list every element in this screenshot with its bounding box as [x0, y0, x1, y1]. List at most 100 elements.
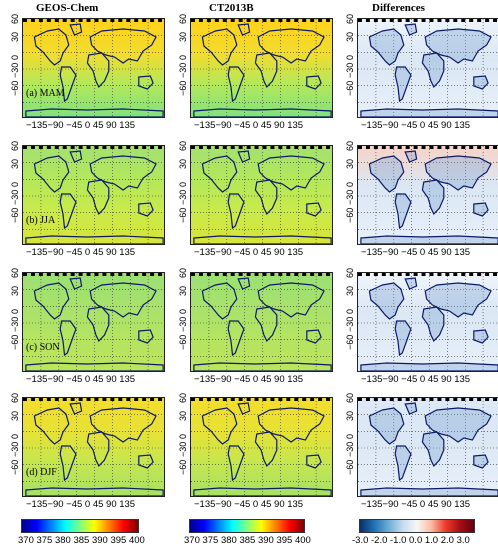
y-tick-label: 60 — [178, 140, 188, 151]
y-tick-label: 30 — [345, 410, 355, 421]
y-tick-label: 0 — [345, 433, 355, 439]
y-tick-label: −60 — [10, 334, 20, 350]
y-tick-label: 30 — [10, 285, 20, 296]
y-tick-label: 60 — [10, 13, 20, 24]
x-tick-labels: −135−90 −45 0 45 90 135 — [26, 499, 136, 510]
row-label-1: (b) JJA — [26, 215, 56, 226]
colorbar-differences — [359, 519, 475, 533]
y-tick-label: 30 — [10, 31, 20, 42]
y-tick-label: 0 — [345, 181, 355, 187]
y-tick-label: −30 — [345, 189, 355, 205]
x-tick-labels: −135−90 −45 0 45 90 135 — [194, 247, 304, 258]
map-panel-r0-c2 — [357, 18, 498, 118]
y-tick-label: −30 — [345, 62, 355, 78]
world-map-icon — [358, 19, 498, 117]
y-tick-label: −30 — [10, 316, 20, 332]
y-tick-label: −60 — [345, 334, 355, 350]
y-tick-label: 60 — [345, 13, 355, 24]
x-tick-labels: −135−90 −45 0 45 90 135 — [26, 120, 136, 131]
colorbar-ticks-2: 370 375 380 385 390 395 400 — [184, 535, 311, 546]
world-map-icon — [358, 146, 498, 244]
y-tick-label: 30 — [345, 158, 355, 169]
y-tick-label: −60 — [10, 459, 20, 475]
y-tick-label: −60 — [345, 207, 355, 223]
world-map-icon — [191, 398, 332, 496]
y-tick-label: 30 — [178, 158, 188, 169]
map-panel-r2-c1 — [190, 272, 333, 372]
y-tick-label: 0 — [178, 308, 188, 314]
y-tick-label: 30 — [345, 285, 355, 296]
colorbar-concentration-1 — [21, 519, 139, 533]
y-tick-label: 60 — [178, 267, 188, 278]
y-tick-label: 0 — [178, 181, 188, 187]
y-tick-label: 30 — [10, 410, 20, 421]
y-tick-label: −60 — [10, 207, 20, 223]
column-title-geos-chem: GEOS-Chem — [36, 2, 99, 14]
y-tick-label: 60 — [345, 392, 355, 403]
y-tick-label: 60 — [345, 267, 355, 278]
y-tick-label: 30 — [178, 285, 188, 296]
world-map-icon — [23, 146, 164, 244]
y-tick-label: 0 — [178, 433, 188, 439]
map-panel-r3-c0 — [22, 397, 165, 497]
world-map-icon — [23, 398, 164, 496]
y-tick-label: 60 — [178, 13, 188, 24]
map-panel-r2-c0 — [22, 272, 165, 372]
y-tick-label: 0 — [178, 54, 188, 60]
y-tick-label: −60 — [178, 334, 188, 350]
x-tick-labels: −135−90 −45 0 45 90 135 — [361, 374, 471, 385]
y-tick-label: −60 — [10, 80, 20, 96]
y-tick-label: 30 — [10, 158, 20, 169]
y-tick-label: −60 — [178, 80, 188, 96]
colorbar-ticks-1: 370 375 380 385 390 395 400 — [18, 535, 145, 546]
y-tick-label: 30 — [178, 31, 188, 42]
map-panel-r3-c2 — [357, 397, 498, 497]
world-map-icon — [23, 19, 164, 117]
x-tick-labels: −135−90 −45 0 45 90 135 — [194, 120, 304, 131]
y-tick-label: −60 — [345, 80, 355, 96]
y-tick-label: −30 — [10, 441, 20, 457]
row-label-2: (c) SON — [26, 342, 60, 353]
y-tick-label: 60 — [345, 140, 355, 151]
y-tick-label: −30 — [10, 189, 20, 205]
map-panel-r2-c2 — [357, 272, 498, 372]
x-tick-labels: −135−90 −45 0 45 90 135 — [361, 120, 471, 131]
x-tick-labels: −135−90 −45 0 45 90 135 — [26, 374, 136, 385]
map-panel-r0-c0 — [22, 18, 165, 118]
map-panel-r1-c2 — [357, 145, 498, 245]
y-tick-label: −30 — [178, 316, 188, 332]
world-map-icon — [358, 398, 498, 496]
world-map-icon — [358, 273, 498, 371]
y-tick-label: 0 — [345, 54, 355, 60]
y-tick-label: 0 — [10, 433, 20, 439]
row-label-3: (d) DJF — [26, 467, 57, 478]
y-tick-label: −60 — [178, 207, 188, 223]
y-tick-label: 60 — [178, 392, 188, 403]
column-title-ct2013b: CT2013B — [209, 2, 254, 14]
map-panel-r3-c1 — [190, 397, 333, 497]
colorbar-ticks-differences: -3.0 -2.0 -1.0 0.0 1.0 2.0 3.0 — [352, 535, 470, 546]
y-tick-label: −30 — [10, 62, 20, 78]
world-map-icon — [191, 19, 332, 117]
y-tick-label: 0 — [345, 308, 355, 314]
y-tick-label: 0 — [10, 308, 20, 314]
y-tick-label: 60 — [10, 267, 20, 278]
y-tick-label: −60 — [178, 459, 188, 475]
y-tick-label: 30 — [178, 410, 188, 421]
y-tick-label: 60 — [10, 392, 20, 403]
y-tick-label: 60 — [10, 140, 20, 151]
y-tick-label: −30 — [345, 316, 355, 332]
y-tick-label: 0 — [10, 181, 20, 187]
world-map-icon — [23, 273, 164, 371]
world-map-icon — [191, 146, 332, 244]
x-tick-labels: −135−90 −45 0 45 90 135 — [361, 247, 471, 258]
x-tick-labels: −135−90 −45 0 45 90 135 — [194, 374, 304, 385]
map-panel-r0-c1 — [190, 18, 333, 118]
x-tick-labels: −135−90 −45 0 45 90 135 — [361, 499, 471, 510]
column-title-differences: Differences — [372, 2, 425, 14]
x-tick-labels: −135−90 −45 0 45 90 135 — [26, 247, 136, 258]
row-label-0: (a) MAM — [26, 88, 65, 99]
y-tick-label: −30 — [178, 441, 188, 457]
map-panel-r1-c1 — [190, 145, 333, 245]
y-tick-label: −60 — [345, 459, 355, 475]
